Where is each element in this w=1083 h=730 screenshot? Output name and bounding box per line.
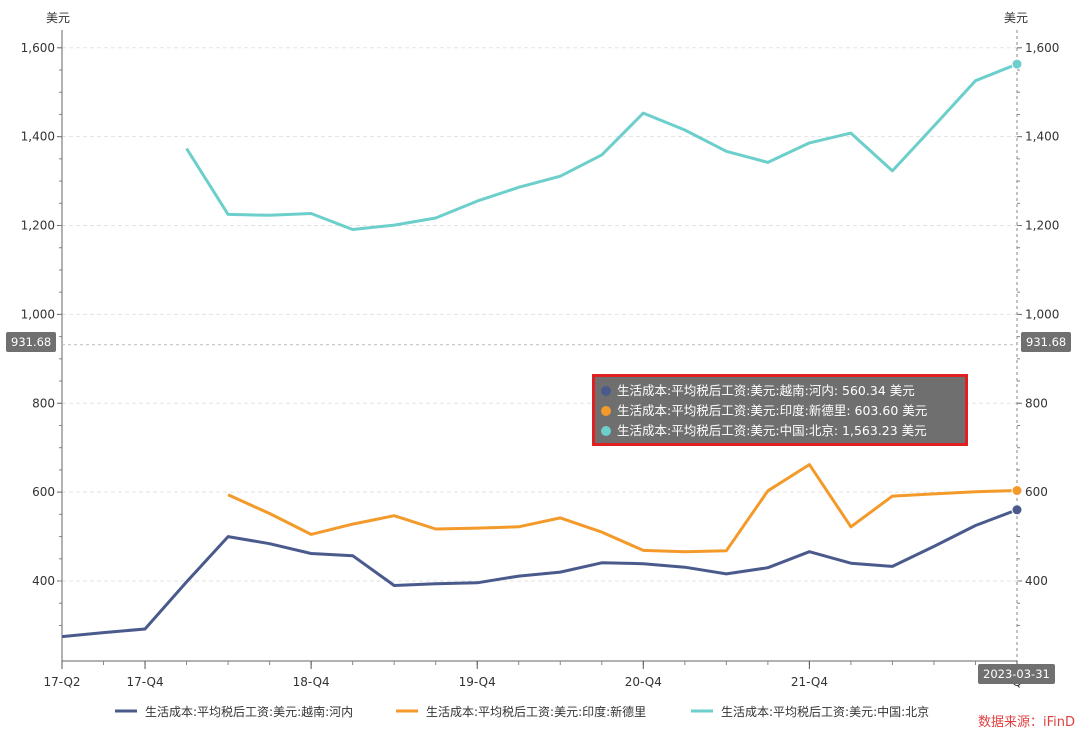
tooltip: 生活成本:平均税后工资:美元:越南:河内: 560.34 美元 生活成本:平均税…	[592, 374, 968, 446]
y-tick-label-left: 1,400	[21, 130, 55, 144]
crosshair-value-left-badge: 931.68	[6, 332, 57, 352]
legend-label-1: 生活成本:平均税后工资:美元:印度:新德里	[426, 704, 646, 719]
x-tick-label: 21-Q4	[791, 675, 828, 689]
tooltip-row-newdelhi: 生活成本:平均税后工资:美元:印度:新德里: 603.60 美元	[601, 401, 959, 421]
series-end-point-2	[1011, 58, 1023, 70]
tooltip-text-hanoi: 生活成本:平均税后工资:美元:越南:河内: 560.34 美元	[617, 383, 915, 398]
legend-label-0: 生活成本:平均税后工资:美元:越南:河内	[145, 704, 353, 719]
x-tick-label: 17-Q2	[43, 675, 80, 689]
y-tick-label-right: 1,400	[1025, 130, 1059, 144]
y-unit-left: 美元	[46, 11, 70, 25]
tooltip-text-newdelhi: 生活成本:平均税后工资:美元:印度:新德里: 603.60 美元	[617, 403, 928, 418]
x-tick-label: 20-Q4	[625, 675, 662, 689]
y-unit-right: 美元	[1004, 11, 1028, 25]
tooltip-dot-beijing	[601, 426, 611, 436]
y-tick-label-left: 800	[32, 396, 55, 410]
y-tick-label-right: 1,200	[1025, 219, 1059, 233]
y-tick-label-left: 400	[32, 574, 55, 588]
y-tick-label-right: 600	[1025, 485, 1048, 499]
y-tick-label-left: 1,200	[21, 219, 55, 233]
watermark: 数据来源：iFinD	[977, 715, 1075, 730]
y-tick-label-right: 1,000	[1025, 307, 1059, 321]
series-line-2	[185, 62, 1018, 231]
series-line-1	[227, 463, 1018, 554]
legend-label-2: 生活成本:平均税后工资:美元:中国:北京	[721, 704, 929, 719]
x-tick-label: 19-Q4	[459, 675, 496, 689]
crosshair-value-right-badge: 931.68	[1021, 332, 1072, 352]
crosshair-date-badge: 2023-03-31	[978, 664, 1055, 684]
y-tick-label-right: 800	[1025, 396, 1048, 410]
y-tick-label-right: 400	[1025, 574, 1048, 588]
x-tick-label: 18-Q4	[293, 675, 330, 689]
tooltip-dot-newdelhi	[601, 406, 611, 416]
y-tick-label-left: 1,600	[21, 41, 55, 55]
tooltip-dot-hanoi	[601, 386, 611, 396]
tooltip-row-hanoi: 生活成本:平均税后工资:美元:越南:河内: 560.34 美元	[601, 381, 959, 401]
tooltip-text-beijing: 生活成本:平均税后工资:美元:中国:北京: 1,563.23 美元	[617, 423, 927, 438]
tooltip-row-beijing: 生活成本:平均税后工资:美元:中国:北京: 1,563.23 美元	[601, 421, 959, 441]
series-line-0	[61, 508, 1018, 639]
y-tick-label-right: 1,600	[1025, 41, 1059, 55]
x-tick-label: 17-Q4	[126, 675, 163, 689]
y-tick-label-left: 1,000	[21, 307, 55, 321]
y-tick-label-left: 600	[32, 485, 55, 499]
series-end-point-1	[1011, 485, 1023, 497]
series-end-point-0	[1011, 504, 1023, 516]
